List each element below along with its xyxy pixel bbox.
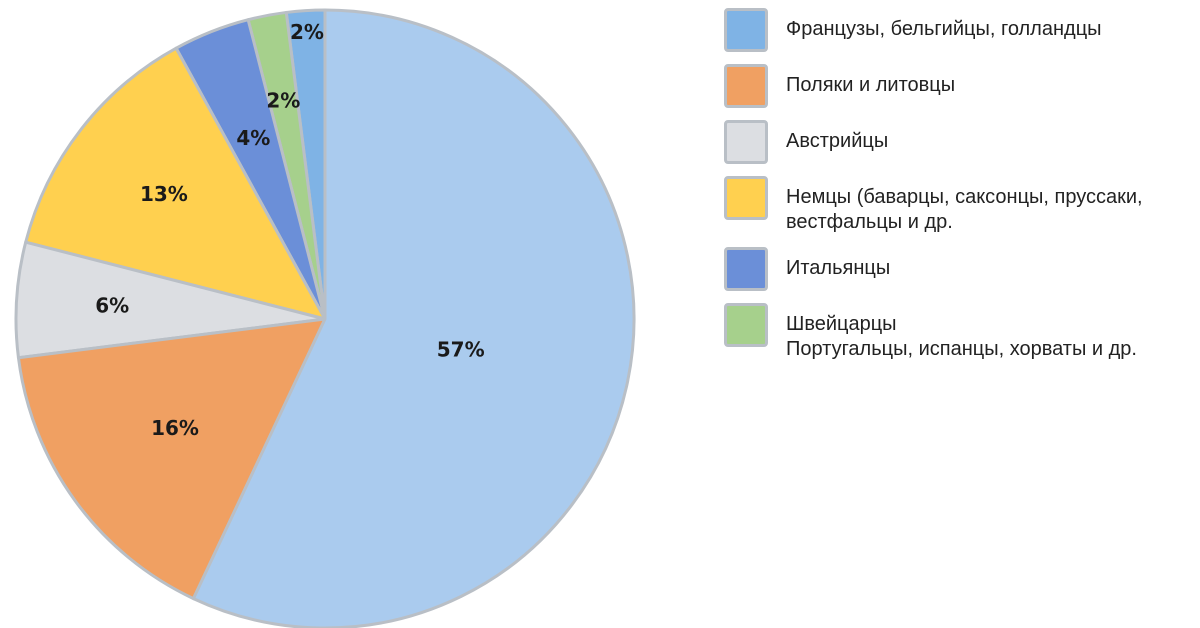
legend-item: Австрийцы [724,120,1200,164]
pie-value-label: 13% [140,182,188,206]
legend-item: Итальянцы [724,247,1200,291]
legend-label: Поляки и литовцы [786,74,956,96]
pie-chart-svg: 2% 2% 4% 13% 6% 16% 57% [14,8,636,628]
legend-swatch [724,8,768,52]
legend-swatch [724,120,768,164]
pie-value-label: 16% [151,416,199,440]
legend-label: Итальянцы [786,257,891,279]
legend-swatch [724,176,768,220]
pie-slice [24,46,327,321]
pie-value-label: 4% [236,126,270,150]
legend-swatch [724,64,768,108]
pie-slice [16,317,327,601]
pie-value-label: 6% [95,294,129,318]
legend-label: Швейцарцы Португальцы, испанцы, хорваты … [786,313,1137,360]
legend-item: Поляки и литовцы [724,64,1200,108]
legend-label: Австрийцы [786,130,889,152]
legend-item: Швейцарцы Португальцы, испанцы, хорваты … [724,303,1200,362]
pie-value-label: 2% [290,20,324,44]
pie-value-label: 57% [437,337,485,361]
legend-label: Французы, бельгийцы, голландцы [786,18,1102,40]
pie-slices [14,8,636,628]
pie-value-labels: 2% 2% 4% 13% 6% 16% 57% [95,20,484,440]
legend-label: Немцы (баварцы, саксонцы, пруссаки, вест… [786,186,1143,233]
legend-swatch [724,247,768,291]
legend-swatch [724,303,768,347]
legend: Французы, бельгийцы, голландцы Поляки и … [724,8,1200,374]
legend-item: Французы, бельгийцы, голландцы [724,8,1200,52]
pie-value-label: 2% [266,89,300,113]
pie-slice [191,8,636,628]
legend-item: Немцы (баварцы, саксонцы, пруссаки, вест… [724,176,1200,235]
